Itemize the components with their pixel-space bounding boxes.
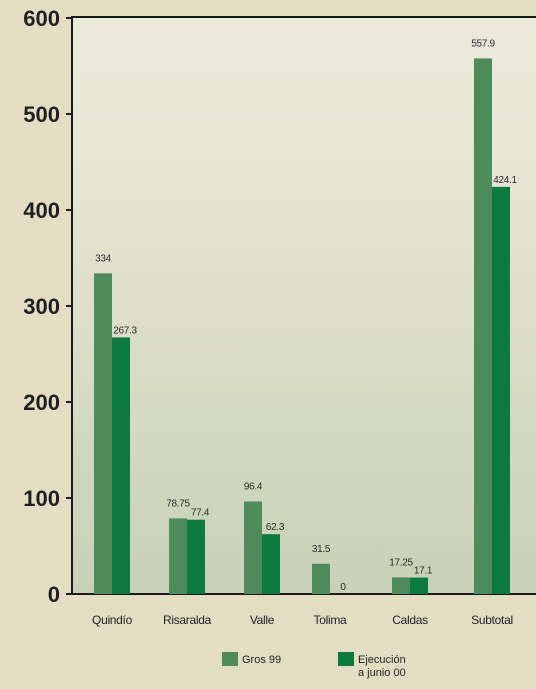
x-tick-label: Valle bbox=[250, 613, 275, 627]
legend-swatch bbox=[338, 652, 354, 666]
x-tick-label: Quindío bbox=[92, 613, 133, 627]
y-tick-label: 400 bbox=[23, 198, 60, 223]
bar bbox=[492, 186, 510, 594]
bar bbox=[94, 273, 112, 594]
data-label: 424.1 bbox=[493, 175, 517, 186]
legend: Gros 99 Ejecución a junio 00 bbox=[222, 652, 406, 679]
legend-label: Ejecución a junio 00 bbox=[358, 654, 406, 679]
bar bbox=[244, 501, 262, 594]
x-tick-label: Caldas bbox=[392, 613, 428, 627]
data-label: 267.3 bbox=[113, 325, 137, 336]
bar bbox=[474, 58, 492, 594]
y-tick-label: 200 bbox=[23, 390, 60, 415]
bar bbox=[169, 518, 187, 594]
bars-group bbox=[94, 58, 510, 594]
x-tick-label: Subtotal bbox=[471, 613, 513, 627]
data-label: 62.3 bbox=[266, 522, 285, 533]
y-tick-label: 600 bbox=[23, 6, 60, 31]
legend-swatch bbox=[222, 652, 238, 666]
bar bbox=[187, 519, 205, 594]
bar bbox=[112, 337, 130, 594]
y-tick-label: 300 bbox=[23, 294, 60, 319]
data-label: 0 bbox=[340, 582, 346, 593]
x-axis-labels: Quindío Risaralda Valle Tolima Caldas Subtota… bbox=[92, 613, 513, 627]
data-label: 557.9 bbox=[471, 38, 495, 49]
bar bbox=[410, 577, 428, 594]
data-label: 31.5 bbox=[312, 544, 331, 555]
legend-label: Gros 99 bbox=[242, 654, 281, 666]
data-label: 77.4 bbox=[191, 508, 210, 519]
data-label: 96.4 bbox=[244, 481, 263, 492]
y-tick-label: 0 bbox=[48, 582, 60, 607]
y-tick-label: 100 bbox=[23, 486, 60, 511]
data-label: 17.25 bbox=[389, 557, 413, 568]
bar bbox=[392, 577, 410, 594]
x-tick-label: Risaralda bbox=[163, 613, 212, 627]
bar bbox=[262, 534, 280, 594]
x-tick-label: Tolima bbox=[314, 613, 348, 627]
data-label: 17.1 bbox=[414, 566, 433, 577]
bar bbox=[312, 563, 330, 594]
plot-area bbox=[72, 16, 536, 594]
y-tick-label: 500 bbox=[23, 102, 60, 127]
y-axis-ticks: 0 100 200 300 400 500 600 bbox=[23, 6, 72, 607]
data-label: 78.75 bbox=[166, 498, 190, 509]
data-label: 334 bbox=[95, 253, 112, 264]
